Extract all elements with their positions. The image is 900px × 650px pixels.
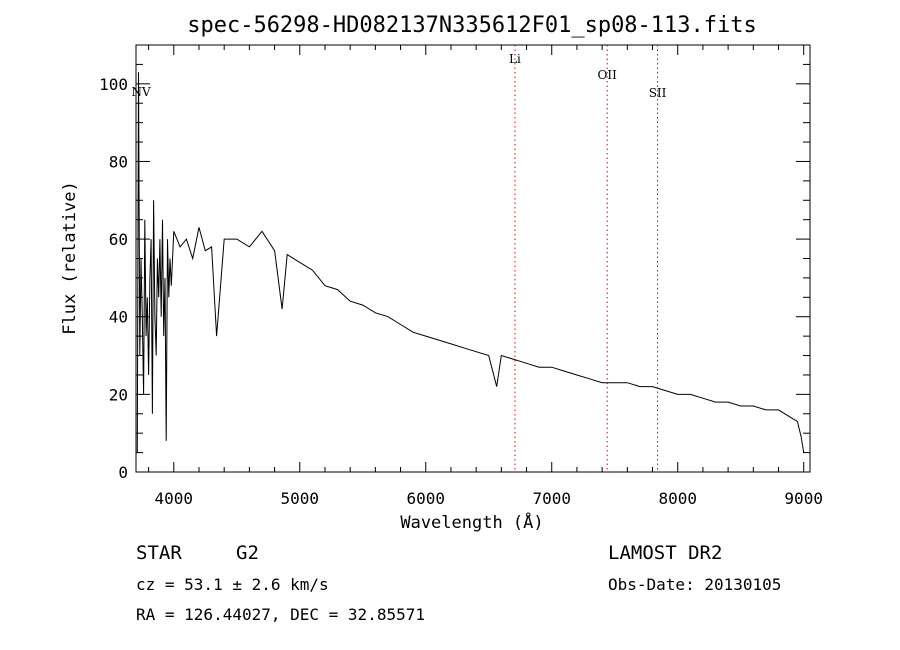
obs-date: Obs-Date: 20130105 [608,575,781,594]
coordinates: RA = 126.44027, DEC = 32.85571 [136,605,425,624]
spectral-line-label: SII [649,86,667,100]
y-tick-label: 0 [118,463,128,482]
spectral-lines: NV Li OII SII [132,45,667,472]
spectral-line-label: NV [132,85,152,99]
chart-title: spec-56298-HD082137N335612F01_sp08-113.f… [187,13,757,38]
x-tick-label: 8000 [658,489,697,508]
x-tick-label: 5000 [281,489,320,508]
y-tick-label: 80 [109,152,128,171]
x-tick-label: 9000 [784,489,823,508]
axis-ticks: 4000 5000 6000 7000 8000 9000 0 20 40 60 80 100 [99,44,823,508]
spectrum-line [136,72,805,453]
x-tick-label: 7000 [532,489,571,508]
x-tick-label: 6000 [406,489,445,508]
spectral-line-label: Li [509,52,521,66]
subclass: G2 [236,542,259,564]
y-tick-label: 20 [109,385,128,404]
y-tick-label: 100 [99,75,128,94]
y-tick-label: 40 [109,308,128,327]
cz-value: cz = 53.1 ± 2.6 km/s [136,575,329,594]
object-type: STAR [136,542,182,564]
spectral-line-label: OII [598,68,618,82]
x-axis-label: Wavelength (Å) [400,511,543,533]
plot-frame [135,44,811,473]
x-tick-label: 4000 [155,489,194,508]
survey-name: LAMOST DR2 [608,542,722,564]
y-tick-label: 60 [109,230,128,249]
y-axis-label: Flux (relative) [60,181,80,335]
